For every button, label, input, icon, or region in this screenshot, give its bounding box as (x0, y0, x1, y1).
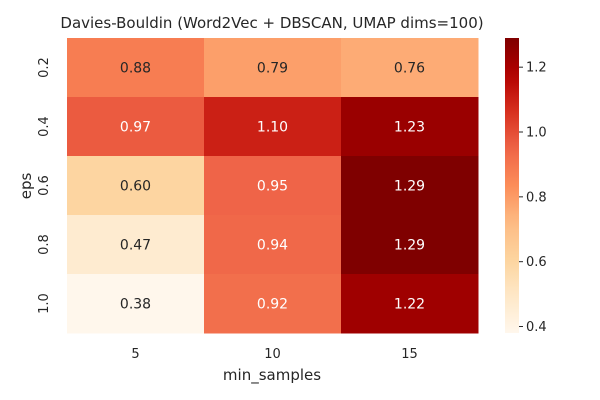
heatmap-cell (67, 38, 205, 98)
colorbar-tick-label: 0.6 (526, 255, 547, 270)
cell-value-label: 0.79 (257, 61, 288, 77)
x-tick-label: 10 (264, 347, 281, 362)
y-tick-label: 0.8 (37, 234, 52, 255)
axis-ticks: 5 10 15 0.2 0.4 0.6 0.8 1.0 (37, 57, 418, 362)
y-tick-label: 0.6 (37, 175, 52, 196)
cell-value-label: 0.76 (394, 61, 425, 77)
heatmap-cell (204, 38, 342, 98)
heatmap-cell (67, 97, 205, 157)
cell-value-label: 1.23 (394, 120, 425, 136)
cell-value-label: 0.60 (120, 179, 151, 195)
chart-title: Davies-Bouldin (Word2Vec + DBSCAN, UMAP … (60, 14, 483, 32)
heatmap-cell (204, 274, 342, 334)
heatmap-cell (341, 215, 479, 275)
heatmap-cells: 0.88 0.79 0.76 0.97 1.10 1.23 0.60 0.95 1.29 0.47… (67, 38, 479, 334)
cell-value-label: 1.10 (257, 120, 288, 136)
heatmap-cell (341, 156, 479, 216)
heatmap-cell (341, 274, 479, 334)
colorbar-gradient (505, 38, 519, 333)
cell-value-label: 0.88 (120, 61, 151, 77)
colorbar-tick-label: 0.4 (526, 320, 547, 335)
cell-value-label: 1.29 (394, 238, 425, 254)
cell-value-label: 0.97 (120, 120, 151, 136)
heatmap-cell (204, 156, 342, 216)
x-axis-label: min_samples (223, 366, 321, 385)
cell-value-label: 0.38 (120, 297, 151, 313)
heatmap-cell (67, 274, 205, 334)
heatmap-cell (67, 215, 205, 275)
cell-value-label: 1.29 (394, 179, 425, 195)
cell-value-label: 0.47 (120, 238, 151, 254)
colorbar: 0.4 0.6 0.8 1.0 1.2 (505, 38, 547, 335)
x-tick-label: 15 (401, 347, 418, 362)
x-tick-label: 5 (131, 347, 139, 362)
y-tick-label: 0.4 (37, 116, 52, 137)
cell-value-label: 0.95 (257, 179, 288, 195)
heatmap-cell (204, 97, 342, 157)
colorbar-tick-label: 1.2 (526, 61, 547, 76)
heatmap-cell (341, 38, 479, 98)
y-tick-label: 0.2 (37, 57, 52, 78)
y-tick-label: 1.0 (37, 293, 52, 314)
y-axis-label: eps (17, 173, 35, 200)
cell-value-label: 0.94 (257, 238, 288, 254)
colorbar-tick-label: 1.0 (526, 126, 547, 141)
cell-value-label: 1.22 (394, 297, 425, 313)
colorbar-tick-label: 0.8 (526, 190, 547, 205)
heatmap-cell (67, 156, 205, 216)
heatmap-cell (341, 97, 479, 157)
cell-value-label: 0.92 (257, 297, 288, 313)
heatmap-cell (204, 215, 342, 275)
